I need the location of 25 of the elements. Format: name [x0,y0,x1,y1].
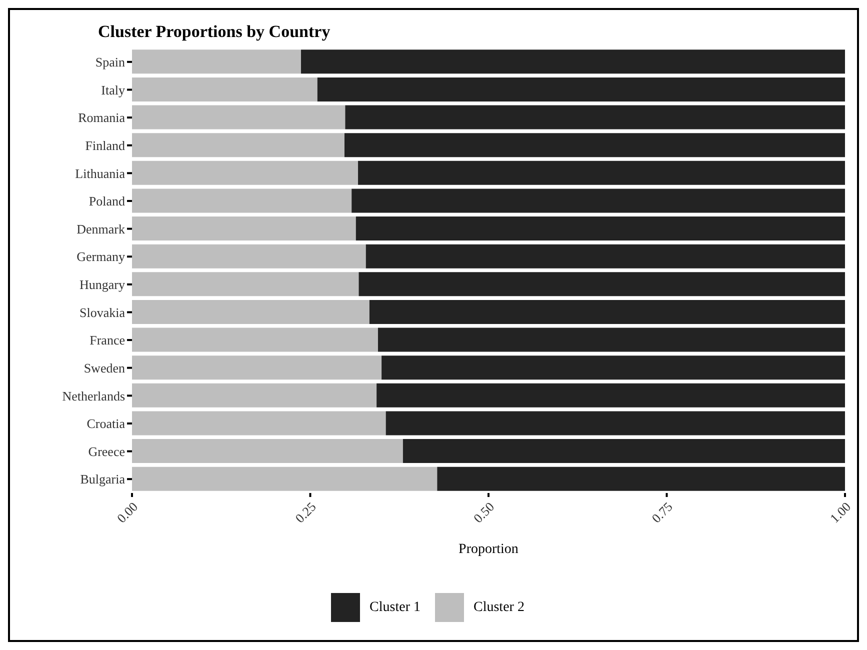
x-tick-label: 0.50 [470,499,498,526]
x-tick-label: 0.25 [292,499,319,526]
x-axis-title: Proportion [458,542,518,557]
legend-label: Cluster 2 [474,600,524,616]
y-tick-label: Sweden [84,360,126,376]
legend-label: Cluster 1 [370,600,420,616]
y-tick-label: Lithuania [75,166,126,181]
y-tick-label: Finland [85,138,126,153]
y-tick-label: France [90,332,126,348]
y-tick-label: Croatia [86,416,126,432]
x-tick-label: 1.00 [826,499,854,526]
y-tick-label: Netherlands [62,388,125,404]
y-tick-label: Germany [76,249,126,264]
y-tick-label: Romania [78,110,126,126]
y-tick-label: Greece [88,444,126,459]
y-tick-label: Italy [101,82,126,98]
y-tick-label: Poland [88,194,126,209]
y-tick-label: Spain [95,54,126,70]
chart-title: Cluster Proportions by Country [98,22,330,42]
x-tick-label: 0.00 [114,499,141,526]
y-tick-label: Hungary [80,277,126,292]
y-tick-label: Denmark [76,221,126,236]
y-tick-label: Slovakia [80,304,126,320]
x-tick-label: 0.75 [648,499,676,526]
y-tick-label: Bulgaria [80,472,126,487]
